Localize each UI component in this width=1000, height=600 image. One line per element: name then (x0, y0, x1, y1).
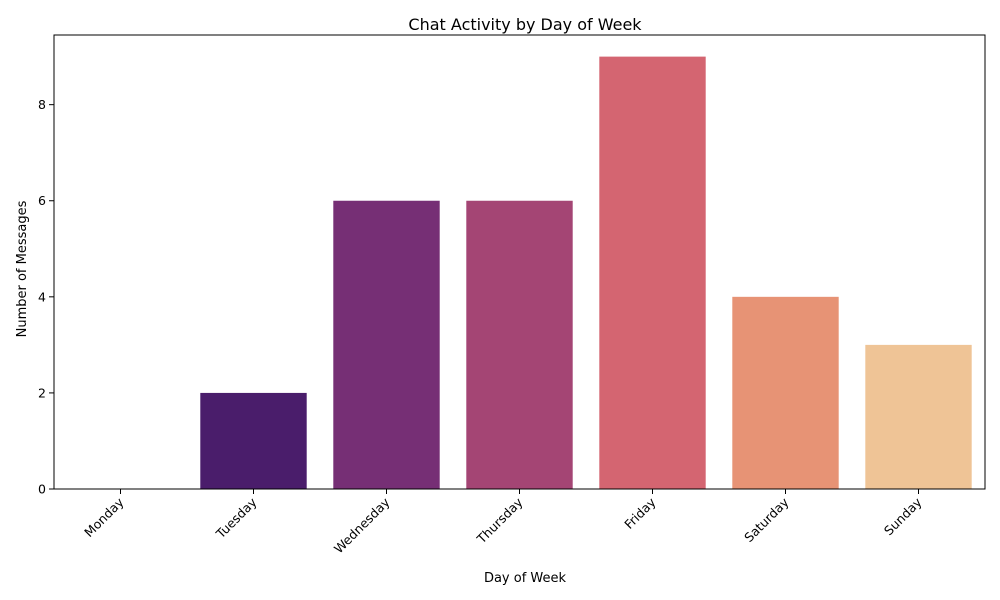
y-axis-label: Number of Messages (15, 200, 30, 337)
x-tick-label-friday: Friday (621, 494, 659, 532)
y-tick-label: 6 (38, 193, 46, 208)
bar-saturday (732, 296, 839, 489)
y-tick-label: 2 (38, 385, 46, 400)
y-tick-label: 4 (38, 289, 46, 304)
bar-sunday (865, 344, 972, 489)
x-tick-label-thursday: Thursday (473, 494, 526, 547)
chart-title: Chat Activity by Day of Week (408, 15, 642, 34)
y-tick-label: 0 (38, 482, 46, 497)
y-tick-label: 8 (38, 97, 46, 112)
x-tick-label-tuesday: Tuesday (212, 494, 260, 542)
x-axis-label: Day of Week (484, 571, 567, 586)
plot-area: 0 2 4 6 8 Monday Tuesday Wednesday Thursday Frida… (38, 34, 986, 556)
x-tick-label-saturday: Saturday (741, 494, 792, 545)
bar-thursday (466, 200, 573, 489)
bar-friday (599, 56, 706, 489)
x-tick-label-monday: Monday (81, 494, 127, 540)
bar-wednesday (333, 200, 440, 489)
x-tick-label-sunday: Sunday (881, 494, 925, 538)
bar-tuesday (200, 392, 307, 489)
x-tick-label-wednesday: Wednesday (331, 494, 393, 556)
